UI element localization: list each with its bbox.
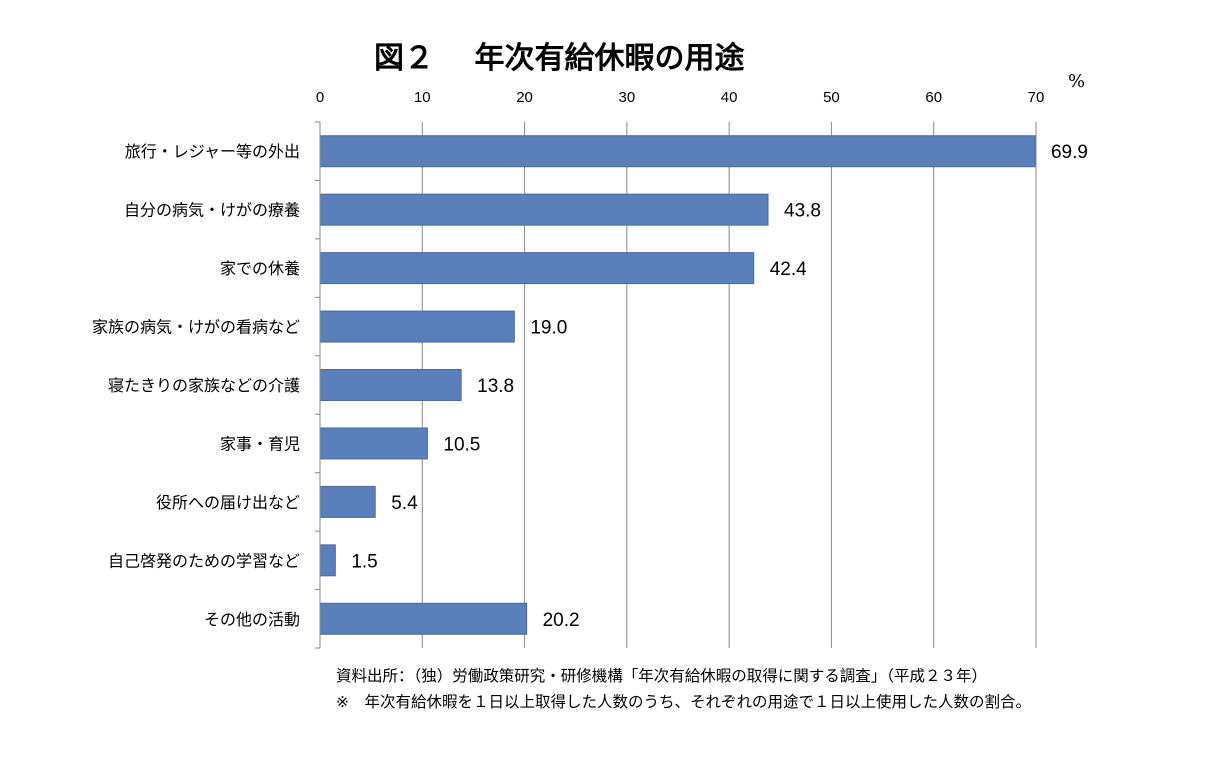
- bar: [319, 544, 336, 577]
- category-label: 寝たきりの家族などの介護: [108, 376, 300, 395]
- x-tick-label: 40: [721, 89, 738, 106]
- bar: [319, 602, 528, 635]
- bar: [319, 193, 769, 226]
- data-label: 10.5: [443, 434, 480, 455]
- category-label: その他の活動: [204, 610, 300, 629]
- category-label: 家事・育児: [220, 434, 300, 453]
- bars: [319, 135, 1036, 635]
- footnote: ※ 年次有給休暇を１日以上取得した人数のうち、それぞれの用途で１日以上使用した人…: [336, 693, 1031, 711]
- bar: [319, 427, 428, 460]
- x-tick-label: 10: [414, 89, 431, 106]
- source-note: 資料出所：（独）労働政策研究・研修機構「年次有給休暇の取得に関する調査」（平成２…: [336, 667, 988, 685]
- x-tick-label: 20: [516, 89, 533, 106]
- data-label: 1.5: [351, 551, 377, 572]
- category-labels: 旅行・レジャー等の外出自分の病気・けがの療養家での休養家族の病気・けがの看病など…: [92, 142, 300, 629]
- value-labels: 69.9 43.8 42.4 19.0 13.8 10.5 5.4 1.5 20.2: [351, 142, 1088, 631]
- x-tick-label: 50: [823, 89, 840, 106]
- bar: [319, 310, 515, 343]
- category-label: 家族の病気・けがの看病など: [92, 318, 300, 337]
- bar: [319, 252, 755, 285]
- data-label: 69.9: [1051, 142, 1088, 163]
- axis-unit-label: %: [1068, 71, 1085, 92]
- bar: [319, 135, 1036, 168]
- x-axis-ticks: 0 10 20 30 40 50 60 70: [316, 89, 1045, 106]
- x-tick-label: 30: [619, 89, 636, 106]
- bar: [319, 369, 462, 401]
- x-tick-label: 70: [1028, 89, 1045, 106]
- data-label: 43.8: [784, 201, 821, 222]
- category-label: 自分の病気・けがの療養: [124, 201, 300, 220]
- bar-chart: 図２ 年次有給休暇の用途 % 0 10 20 30 40 50 60 70 旅行・レジャー等の…: [92, 41, 1088, 649]
- category-label: 家での休養: [220, 259, 300, 278]
- x-tick-label: 60: [925, 89, 942, 106]
- chart-title: 図２ 年次有給休暇の用途: [374, 41, 745, 76]
- data-label: 19.0: [530, 318, 567, 339]
- data-label: 20.2: [543, 610, 580, 631]
- data-label: 42.4: [770, 259, 807, 280]
- data-label: 5.4: [391, 493, 418, 514]
- x-tick-label: 0: [316, 89, 324, 106]
- category-label: 自己啓発のための学習など: [108, 551, 300, 570]
- data-label: 13.8: [477, 376, 514, 397]
- category-label: 役所への届け出など: [156, 493, 300, 512]
- category-axis: [315, 121, 321, 649]
- category-label: 旅行・レジャー等の外出: [125, 142, 300, 161]
- bar: [319, 485, 376, 518]
